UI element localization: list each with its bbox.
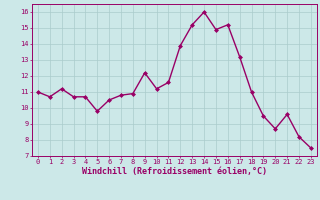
X-axis label: Windchill (Refroidissement éolien,°C): Windchill (Refroidissement éolien,°C) <box>82 167 267 176</box>
